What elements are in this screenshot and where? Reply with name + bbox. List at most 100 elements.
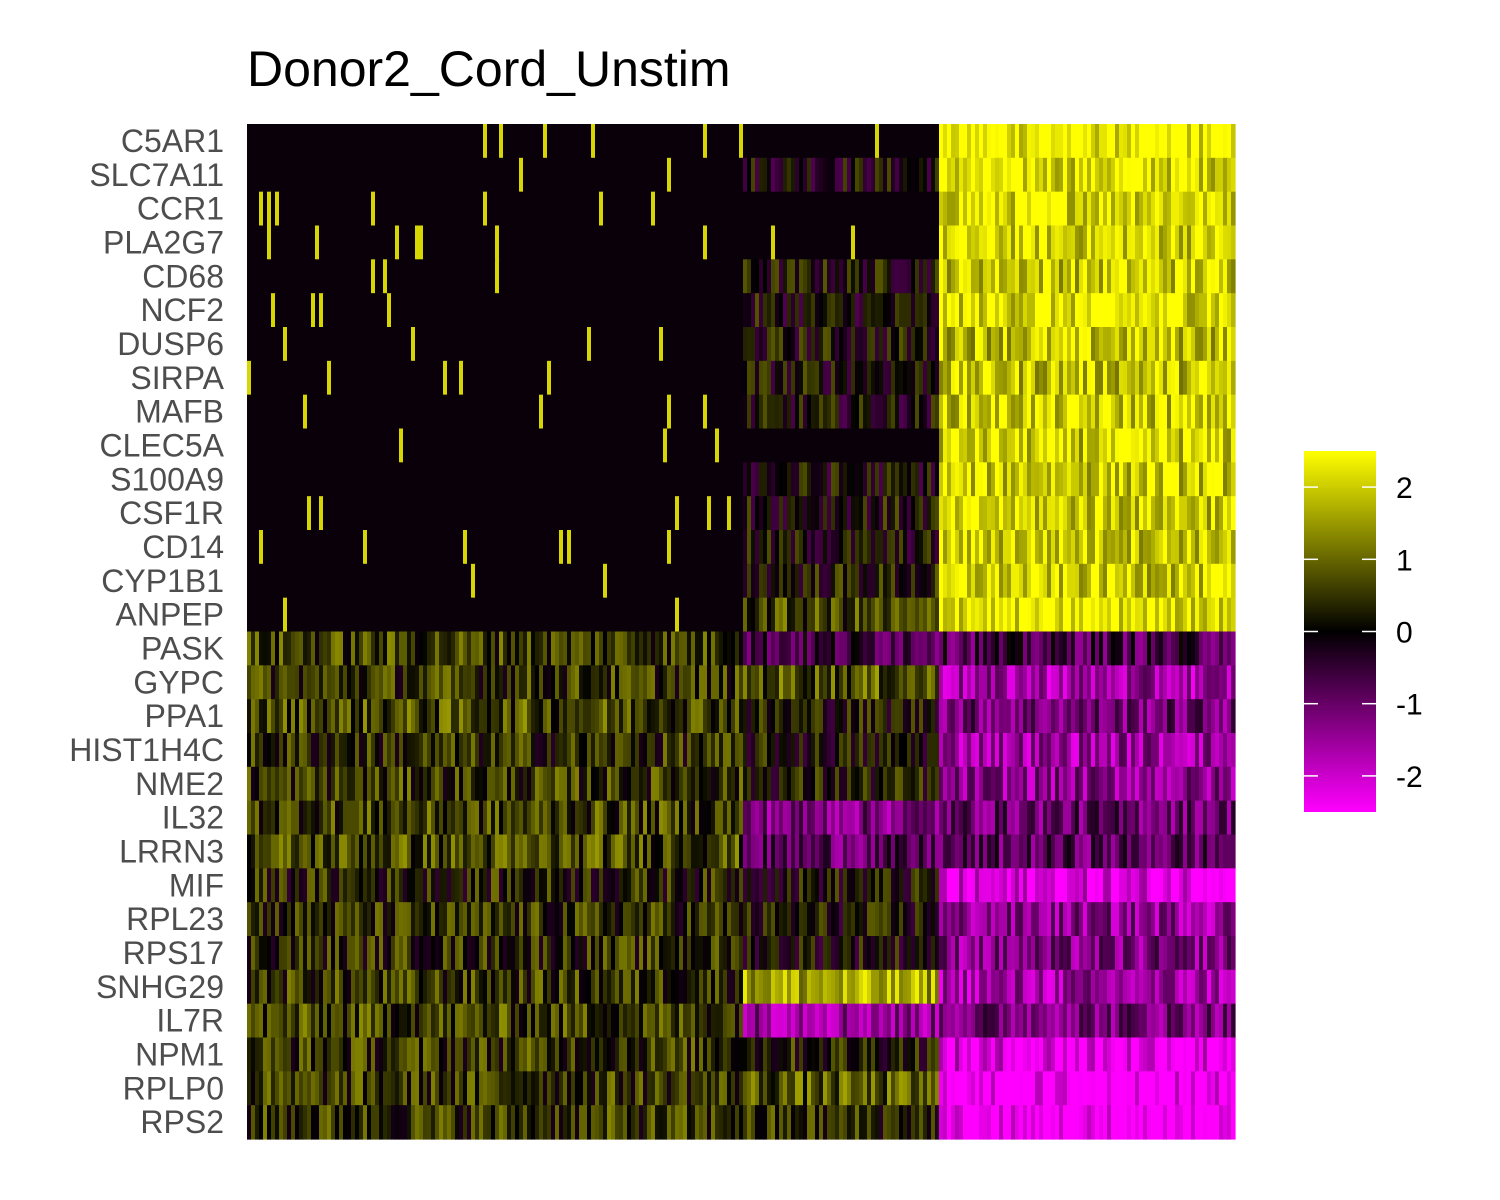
heatmap-cell bbox=[927, 259, 932, 294]
heatmap-cell bbox=[895, 293, 900, 328]
heatmap-cell bbox=[275, 225, 280, 260]
heatmap-cell bbox=[751, 225, 756, 260]
heatmap-cell bbox=[659, 665, 664, 700]
heatmap-cell bbox=[939, 597, 944, 633]
heatmap-cell bbox=[755, 699, 760, 734]
heatmap-cell bbox=[735, 530, 740, 565]
heatmap-cell bbox=[795, 699, 800, 734]
heatmap-cell bbox=[1135, 191, 1140, 227]
heatmap-cell bbox=[811, 563, 816, 599]
heatmap-cell bbox=[795, 563, 800, 599]
heatmap-cell bbox=[807, 428, 812, 463]
heatmap-cell bbox=[331, 699, 336, 734]
heatmap-cell bbox=[427, 293, 432, 328]
heatmap-cell bbox=[691, 766, 696, 802]
heatmap-cell bbox=[1023, 293, 1028, 328]
heatmap-cell bbox=[863, 428, 868, 463]
heatmap-cell bbox=[1227, 563, 1232, 599]
heatmap-cell bbox=[1091, 191, 1096, 227]
heatmap-cell bbox=[775, 699, 780, 734]
heatmap-cell bbox=[767, 699, 772, 734]
heatmap-cell bbox=[579, 259, 584, 294]
heatmap-cell bbox=[311, 631, 316, 666]
heatmap-cell bbox=[943, 665, 948, 700]
heatmap-cell bbox=[643, 124, 648, 159]
heatmap-cell bbox=[735, 191, 740, 227]
heatmap-cell bbox=[1211, 293, 1216, 328]
heatmap-cell bbox=[1011, 766, 1016, 802]
heatmap-cell bbox=[1211, 259, 1216, 294]
heatmap-cell bbox=[1003, 496, 1008, 531]
heatmap-cell bbox=[1131, 496, 1136, 531]
heatmap-cell bbox=[907, 530, 912, 565]
heatmap-cell bbox=[319, 631, 324, 666]
heatmap-cell bbox=[423, 225, 428, 260]
heatmap-cell bbox=[815, 360, 820, 396]
heatmap-cell bbox=[799, 530, 804, 565]
heatmap-cell bbox=[871, 360, 876, 396]
heatmap-cell bbox=[1003, 191, 1008, 227]
heatmap-cell bbox=[1227, 394, 1232, 430]
heatmap-cell bbox=[899, 191, 904, 227]
heatmap-cell bbox=[595, 563, 600, 599]
heatmap-cell bbox=[1175, 124, 1180, 159]
heatmap-cell bbox=[1023, 157, 1028, 193]
heatmap-cell bbox=[1107, 394, 1112, 430]
heatmap-cell bbox=[1203, 428, 1208, 463]
heatmap-cell bbox=[251, 327, 256, 362]
heatmap-cell bbox=[1227, 191, 1232, 227]
heatmap-cell bbox=[591, 157, 596, 193]
heatmap-cell bbox=[915, 496, 920, 531]
heatmap-cell bbox=[563, 631, 568, 666]
heatmap-cell bbox=[579, 394, 584, 430]
heatmap-cell bbox=[1159, 360, 1164, 396]
heatmap-cell bbox=[275, 462, 280, 497]
heatmap-cell bbox=[719, 665, 724, 700]
heatmap-cell bbox=[815, 191, 820, 227]
heatmap-cell bbox=[627, 665, 632, 700]
heatmap-cell bbox=[1035, 327, 1040, 362]
heatmap-cell bbox=[507, 699, 512, 734]
heatmap-cell bbox=[707, 225, 712, 260]
heatmap-cell bbox=[395, 360, 400, 396]
heatmap-cell bbox=[1171, 462, 1176, 497]
heatmap-cell bbox=[1019, 293, 1024, 328]
heatmap-cell bbox=[495, 766, 500, 802]
heatmap-cell bbox=[1003, 428, 1008, 463]
heatmap-cell bbox=[475, 191, 480, 227]
heatmap-cell bbox=[835, 191, 840, 227]
heatmap-cell bbox=[411, 665, 416, 700]
heatmap-cell bbox=[967, 699, 972, 734]
heatmap-cell bbox=[687, 563, 692, 599]
heatmap-cell bbox=[479, 733, 484, 768]
heatmap-cell bbox=[903, 259, 908, 294]
heatmap-cell bbox=[575, 530, 580, 565]
heatmap-cell bbox=[1215, 631, 1220, 666]
heatmap-cell bbox=[1231, 733, 1236, 768]
heatmap-cell bbox=[735, 293, 740, 328]
heatmap-cell bbox=[1039, 394, 1044, 430]
heatmap-cell bbox=[1143, 597, 1148, 633]
heatmap-cell bbox=[731, 428, 736, 463]
heatmap-cell bbox=[1003, 327, 1008, 362]
heatmap-cell bbox=[755, 496, 760, 531]
heatmap-cell bbox=[563, 360, 568, 396]
heatmap-cell bbox=[635, 293, 640, 328]
heatmap-cell bbox=[1007, 766, 1012, 802]
heatmap-cell bbox=[1143, 462, 1148, 497]
heatmap-cell bbox=[1159, 766, 1164, 802]
heatmap-cell bbox=[523, 665, 528, 700]
heatmap-cell bbox=[467, 225, 472, 260]
heatmap-cell bbox=[1123, 259, 1128, 294]
heatmap-cell bbox=[399, 496, 404, 531]
heatmap-cell bbox=[1067, 259, 1072, 294]
heatmap-cell bbox=[779, 563, 784, 599]
heatmap-cell bbox=[1215, 597, 1220, 633]
heatmap-cell bbox=[455, 563, 460, 599]
heatmap-cell bbox=[279, 733, 284, 768]
heatmap-cell bbox=[343, 597, 348, 633]
heatmap-cell bbox=[959, 665, 964, 700]
heatmap-cell bbox=[667, 631, 672, 666]
heatmap-cell bbox=[947, 496, 952, 531]
heatmap-cell bbox=[459, 766, 464, 802]
